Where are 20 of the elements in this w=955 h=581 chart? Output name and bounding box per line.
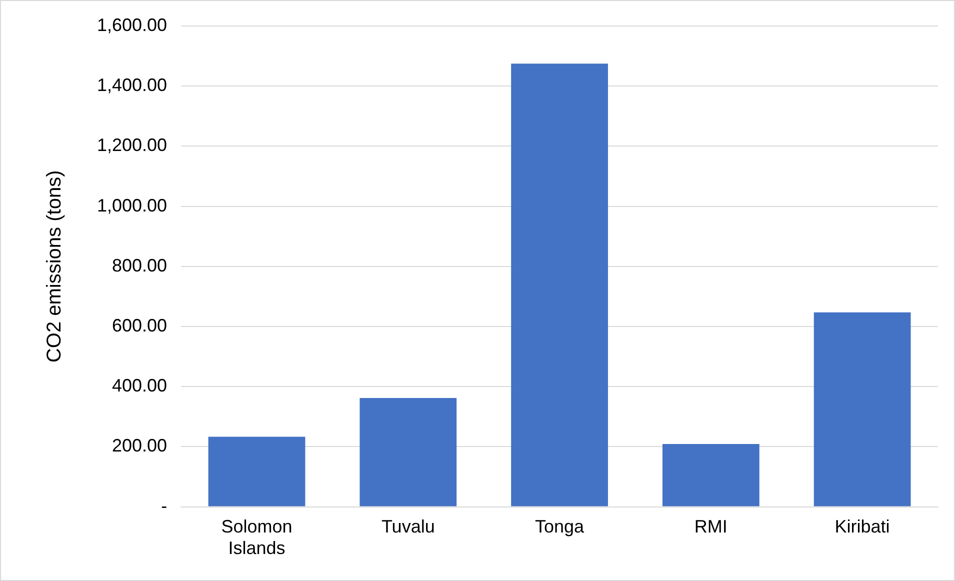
- x-tick-label: RMI: [694, 516, 728, 537]
- y-tick-label: 1,600.00: [96, 14, 168, 35]
- y-tick-label: 1,200.00: [96, 135, 168, 156]
- x-tick-label: Solomon Islands: [221, 516, 292, 558]
- bar: [360, 398, 457, 506]
- bar: [814, 312, 911, 506]
- y-axis-title: CO2 emissions (tons): [44, 170, 66, 363]
- bar: [208, 436, 306, 506]
- y-tick-label: 800.00: [112, 255, 168, 276]
- y-tick-label: 1,400.00: [96, 75, 168, 96]
- y-tick-label: 1,000.00: [96, 195, 168, 216]
- y-tick-label: 600.00: [112, 315, 168, 336]
- y-tick-label: 200.00: [112, 436, 168, 456]
- bar: [511, 64, 608, 506]
- x-tick-label: Tuvalu: [381, 516, 435, 537]
- bar: [662, 444, 760, 506]
- x-tick-label: Tonga: [535, 516, 586, 537]
- x-tick-label: Kiribati: [834, 516, 890, 537]
- y-tick-label: -: [161, 496, 168, 516]
- y-tick-label: 400.00: [112, 376, 168, 396]
